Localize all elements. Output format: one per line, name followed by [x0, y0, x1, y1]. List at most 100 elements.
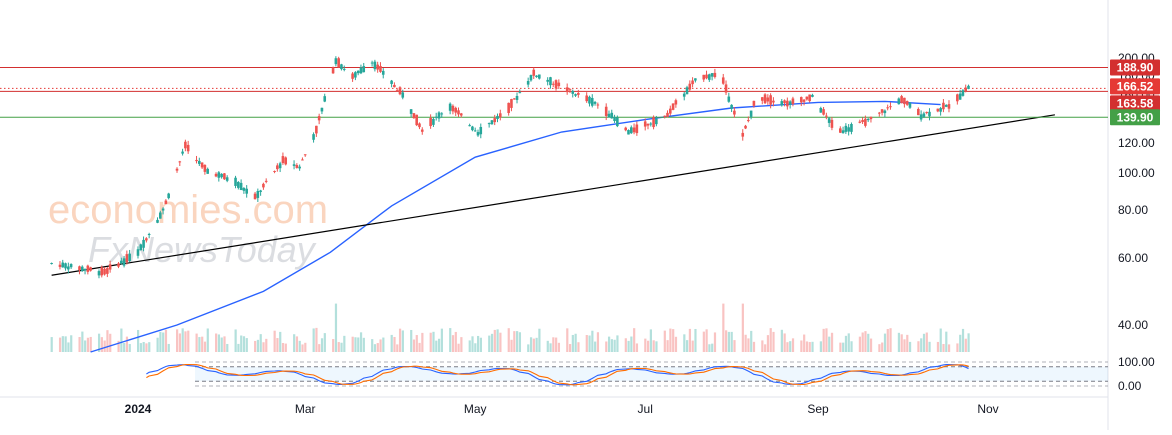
- volume-bar: [435, 340, 438, 352]
- candle-body: [705, 74, 708, 79]
- volume-bar: [741, 303, 744, 352]
- candle-body: [298, 166, 301, 169]
- volume-bar: [780, 329, 783, 352]
- volume-bar: [527, 344, 530, 352]
- volume-bar: [596, 332, 600, 352]
- volume-bar: [571, 334, 574, 352]
- volume-bar: [861, 332, 864, 352]
- volume-bar: [844, 335, 848, 352]
- volume-bar: [460, 337, 463, 352]
- candle-body: [805, 96, 809, 100]
- volume-bar: [223, 336, 226, 352]
- volume-bar: [883, 333, 887, 352]
- volume-bar: [81, 331, 84, 352]
- volume-bar: [362, 337, 365, 352]
- candle-body: [356, 70, 360, 74]
- candle-body: [284, 157, 288, 165]
- volume-bar: [839, 342, 842, 352]
- volume-bar: [254, 340, 257, 352]
- volume-bar: [206, 328, 209, 352]
- candle-body: [64, 263, 67, 269]
- volume-bar: [805, 341, 809, 352]
- candle-body: [682, 93, 686, 97]
- candle-body: [256, 190, 260, 198]
- volume-bar: [217, 334, 221, 352]
- volume-bar: [627, 340, 630, 352]
- candle-body: [122, 258, 126, 266]
- candle-body: [351, 73, 354, 79]
- candle-body: [370, 62, 374, 64]
- level-badge: [1110, 59, 1160, 76]
- candle-body: [259, 190, 262, 192]
- candle-body: [961, 90, 965, 96]
- candle-body: [878, 112, 881, 114]
- volume-bar: [616, 335, 619, 352]
- volume-bar: [351, 336, 354, 352]
- candle-body: [730, 104, 733, 109]
- volume-bar: [273, 330, 276, 352]
- volume-bar: [607, 336, 611, 352]
- volume-bar: [936, 341, 940, 352]
- volume-bar: [725, 330, 728, 352]
- grid: [0, 0, 1109, 430]
- volume-bar: [479, 337, 482, 352]
- volume-bar: [694, 328, 697, 352]
- volume-bar: [240, 335, 243, 352]
- candle-body: [529, 75, 533, 81]
- volume-bar: [922, 333, 926, 352]
- volume-bar: [70, 335, 73, 352]
- candle-body: [390, 80, 393, 84]
- volume-bar: [474, 343, 477, 352]
- candle-body: [610, 112, 614, 119]
- volume-bar: [761, 340, 764, 352]
- candle-body: [671, 103, 675, 110]
- candle-body: [50, 263, 53, 265]
- candle-body: [752, 100, 756, 106]
- candle-body: [883, 110, 887, 114]
- candle-body: [944, 104, 948, 107]
- volume-bar: [947, 344, 951, 352]
- candle-body: [649, 123, 653, 125]
- volume-bar: [61, 336, 64, 352]
- volume-bar: [546, 340, 549, 352]
- candle-body: [362, 66, 366, 73]
- candle-body: [557, 82, 561, 87]
- candle-body: [376, 64, 379, 70]
- volume-bar: [220, 337, 223, 352]
- volume-bar: [633, 328, 636, 352]
- candle-body: [97, 271, 101, 276]
- volume-bar: [493, 329, 496, 352]
- volume-bar: [142, 342, 145, 352]
- volume-bar: [437, 338, 441, 352]
- candle-body: [741, 132, 745, 137]
- candle-body: [206, 168, 209, 174]
- candle-body: [432, 118, 435, 125]
- volume-bar: [401, 330, 404, 352]
- candle-body: [490, 120, 494, 125]
- candle-body: [493, 118, 497, 123]
- time-tick-label: May: [464, 402, 487, 416]
- candle-body: [928, 111, 931, 117]
- candle-body: [128, 253, 131, 262]
- volume-bar: [588, 335, 591, 352]
- volume-bar: [201, 336, 204, 352]
- candle-body: [666, 112, 669, 117]
- volume-bar: [449, 328, 452, 352]
- candle-body: [554, 80, 558, 89]
- watermark-brand-top: economies.com: [48, 188, 328, 232]
- volume-bar: [847, 333, 850, 352]
- volume-bar: [284, 343, 287, 352]
- candle-body: [627, 130, 630, 135]
- volume-bar: [454, 331, 457, 352]
- volume-bar: [295, 336, 299, 352]
- level-badge: [1110, 95, 1160, 112]
- volume-bar: [903, 339, 906, 352]
- volume-bar: [451, 335, 455, 352]
- candle-body: [808, 94, 811, 102]
- volume-bar: [897, 332, 901, 352]
- time-axis[interactable]: 2024 Mar May Jul Sep Nov: [125, 402, 999, 416]
- candle-body: [766, 97, 770, 102]
- candle-body: [301, 159, 304, 161]
